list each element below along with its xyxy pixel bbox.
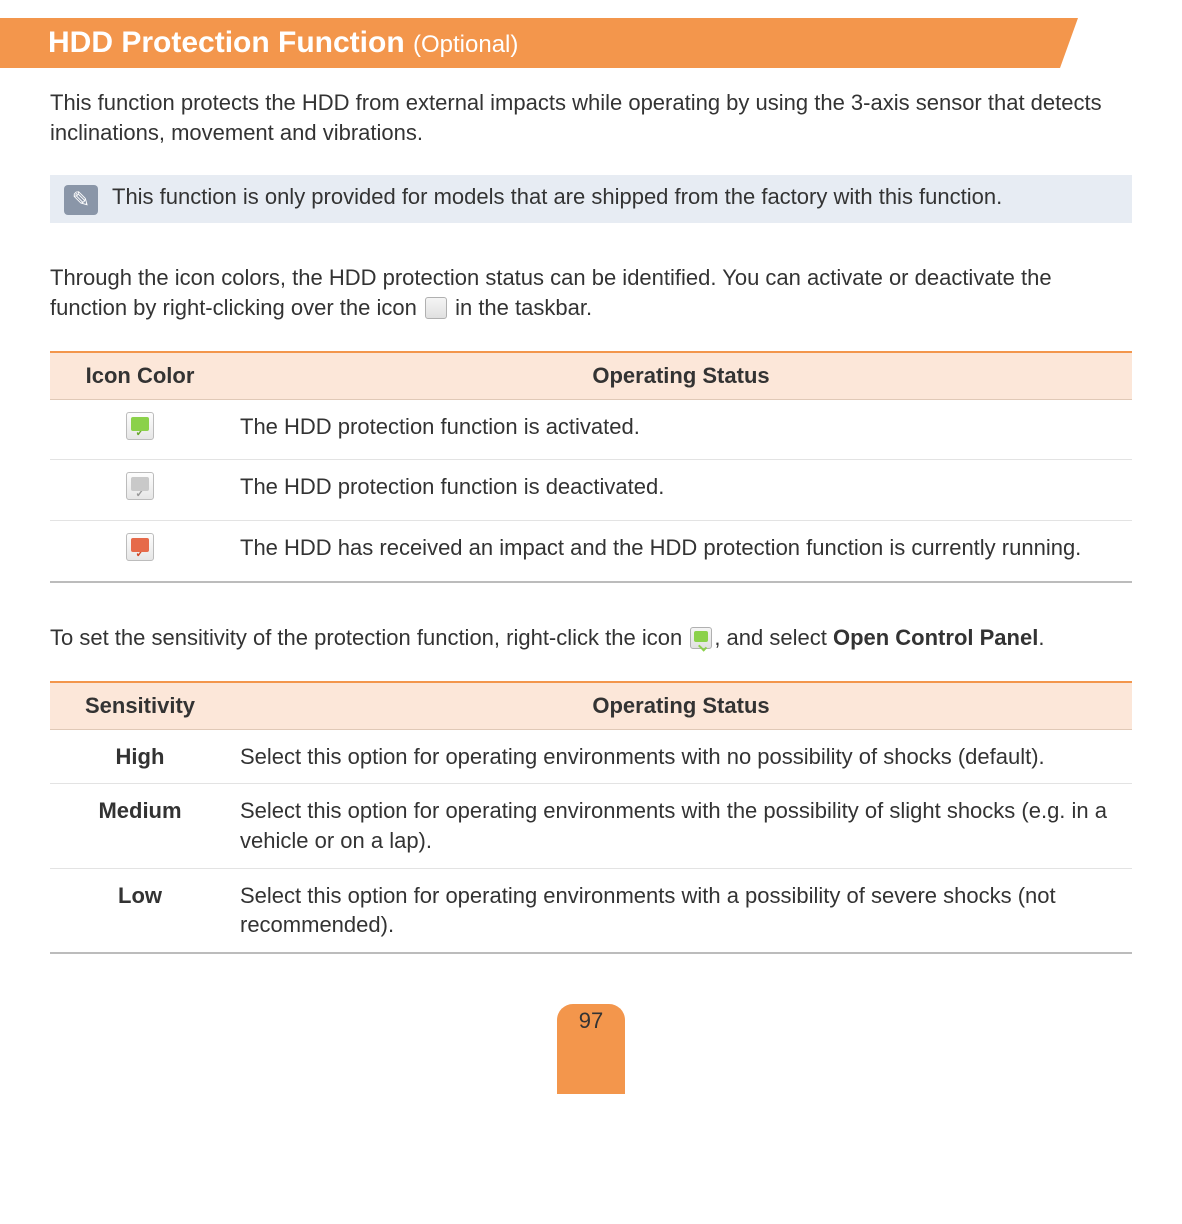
sens-table-body: High Select this option for operating en… <box>50 729 1132 953</box>
page-title-suffix: (Optional) <box>413 31 518 58</box>
icon-table-body: The HDD protection function is activated… <box>50 399 1132 582</box>
hdd-icon-gray <box>126 472 154 500</box>
table-row: Low Select this option for operating env… <box>50 868 1132 953</box>
sens-status-cell: Select this option for operating environ… <box>230 729 1132 784</box>
sens-para-end: . <box>1038 625 1044 650</box>
sens-level-cell: High <box>50 729 230 784</box>
page-title-main: HDD Protection Function <box>48 26 405 59</box>
icon-table-header-1: Icon Color <box>50 352 230 400</box>
hdd-taskbar-icon-green <box>690 627 712 649</box>
sens-para-bold: Open Control Panel <box>833 625 1038 650</box>
sens-table-header-1: Sensitivity <box>50 682 230 730</box>
hdd-icon-red <box>126 533 154 561</box>
sens-para-before: To set the sensitivity of the protection… <box>50 625 688 650</box>
sens-level-cell: Medium <box>50 784 230 868</box>
sens-status-cell: Select this option for operating environ… <box>230 784 1132 868</box>
icon-status-cell: The HDD protection function is activated… <box>230 399 1132 460</box>
table-row: The HDD protection function is activated… <box>50 399 1132 460</box>
intro-paragraph: This function protects the HDD from exte… <box>50 88 1132 147</box>
mid-para-after: in the taskbar. <box>449 295 592 320</box>
note-icon: ✎ <box>64 185 98 215</box>
icon-table-header-2: Operating Status <box>230 352 1132 400</box>
page-number: 97 <box>557 1004 625 1094</box>
sensitivity-paragraph: To set the sensitivity of the protection… <box>50 623 1132 653</box>
sens-status-cell: Select this option for operating environ… <box>230 868 1132 953</box>
sens-table-header-2: Operating Status <box>230 682 1132 730</box>
hdd-icon-green <box>126 412 154 440</box>
note-box: ✎ This function is only provided for mod… <box>50 175 1132 223</box>
sens-level-cell: Low <box>50 868 230 953</box>
page-number-wrap: 97 <box>0 1004 1182 1094</box>
note-text: This function is only provided for model… <box>112 183 1002 212</box>
page-title-bar: HDD Protection Function (Optional) <box>0 18 1060 68</box>
sensitivity-table: Sensitivity Operating Status High Select… <box>50 681 1132 954</box>
table-row: The HDD has received an impact and the H… <box>50 521 1132 582</box>
mid-paragraph: Through the icon colors, the HDD protect… <box>50 263 1132 322</box>
table-row: High Select this option for operating en… <box>50 729 1132 784</box>
hdd-taskbar-icon <box>425 297 447 319</box>
table-row: The HDD protection function is deactivat… <box>50 460 1132 521</box>
sens-para-mid: , and select <box>714 625 833 650</box>
content-area: This function protects the HDD from exte… <box>0 68 1182 954</box>
icon-status-cell: The HDD has received an impact and the H… <box>230 521 1132 582</box>
icon-color-table: Icon Color Operating Status The HDD prot… <box>50 351 1132 583</box>
document-page: HDD Protection Function (Optional) This … <box>0 18 1182 1094</box>
table-row: Medium Select this option for operating … <box>50 784 1132 868</box>
icon-status-cell: The HDD protection function is deactivat… <box>230 460 1132 521</box>
